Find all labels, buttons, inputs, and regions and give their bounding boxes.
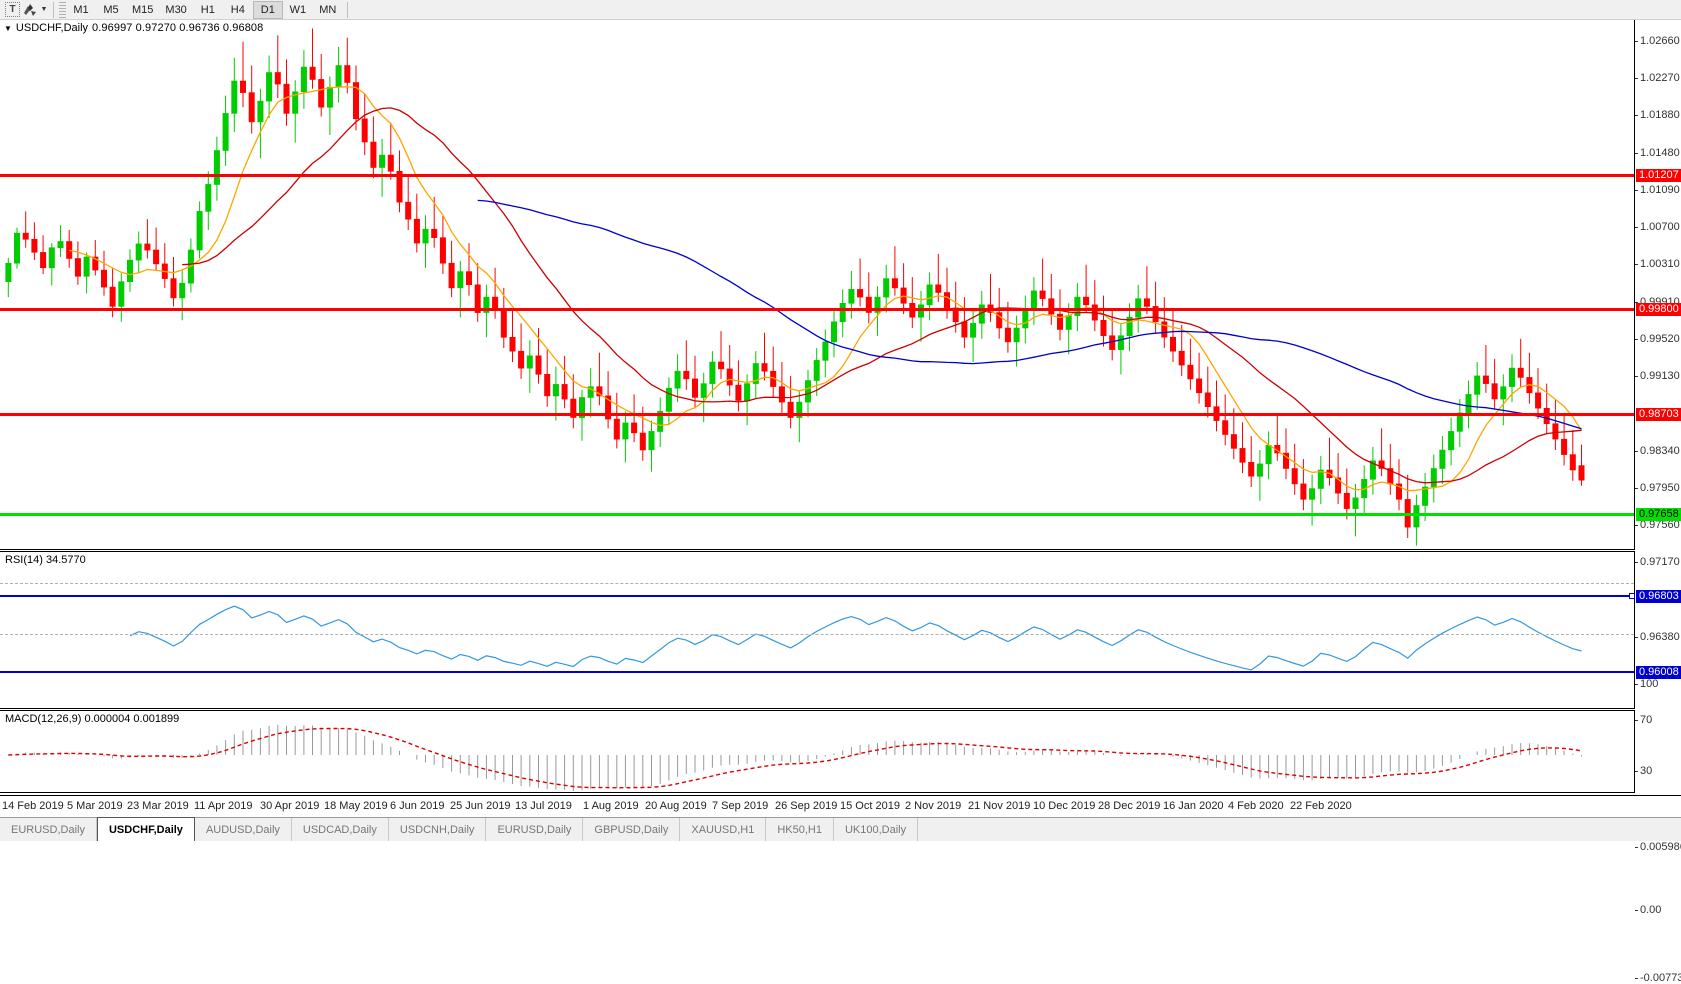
timeframe-m30[interactable]: M30 bbox=[165, 3, 187, 16]
timeframe-h1[interactable]: H1 bbox=[200, 3, 215, 16]
chart-frame: ▼ USDCHF,Daily 0.96997 0.97270 0.96736 0… bbox=[0, 20, 1681, 984]
macd-plot[interactable] bbox=[0, 711, 1634, 792]
timeframe-w1[interactable]: W1 bbox=[289, 3, 307, 16]
ohlc-values: 0.96997 0.97270 0.96736 0.96808 bbox=[92, 22, 264, 34]
chart-tab-6[interactable]: GBPUSD,Daily bbox=[583, 818, 681, 841]
macd-svg bbox=[8, 724, 1582, 791]
rsi-plot[interactable] bbox=[0, 552, 1634, 708]
level-drag-handle[interactable] bbox=[1629, 593, 1635, 599]
chart-tab-7[interactable]: XAUUSD,H1 bbox=[680, 818, 767, 841]
date-label: 2 Nov 2019 bbox=[905, 800, 962, 812]
support-level-blue-tag[interactable]: 0.96008 bbox=[1636, 666, 1681, 679]
timeframe-m5[interactable]: M5 bbox=[103, 3, 119, 16]
resistance-level-2-line[interactable] bbox=[0, 308, 1634, 311]
chart-tab-2[interactable]: AUDUSD,Daily bbox=[195, 818, 292, 841]
macd-label: MACD(12,26,9) 0.000004 0.001899 bbox=[5, 713, 180, 725]
chart-tab-5[interactable]: EURUSD,Daily bbox=[486, 818, 584, 841]
toolbar-separator-2 bbox=[346, 1, 348, 18]
rsi-axis-line bbox=[1634, 552, 1635, 708]
chart-tab-4[interactable]: USDCNH,Daily bbox=[389, 818, 487, 841]
timeframe-m1[interactable]: M1 bbox=[73, 3, 89, 16]
date-label: 11 Apr 2019 bbox=[194, 800, 253, 812]
date-label: 22 Feb 2020 bbox=[1290, 800, 1352, 812]
date-label: 21 Nov 2019 bbox=[968, 800, 1031, 812]
support-level-green-line[interactable] bbox=[0, 513, 1634, 516]
timeframe-m15[interactable]: M15 bbox=[132, 3, 154, 16]
caret-down-icon[interactable]: ▼ bbox=[4, 23, 12, 33]
date-label: 18 May 2019 bbox=[324, 800, 388, 812]
date-label: 30 Apr 2019 bbox=[260, 800, 320, 812]
date-label: 10 Dec 2019 bbox=[1033, 800, 1096, 812]
current-price-level-tag[interactable]: 0.96803 bbox=[1636, 590, 1681, 603]
chart-tab-bar: EURUSD,Daily USDCHF,Daily AUDUSD,Daily USDC… bbox=[0, 817, 1681, 841]
symbol-header: ▼ USDCHF,Daily 0.96997 0.97270 0.96736 0… bbox=[4, 22, 263, 34]
timeframe-h4[interactable]: H4 bbox=[230, 3, 245, 16]
chart-tab-0[interactable]: EURUSD,Daily bbox=[0, 818, 97, 841]
chart-tab-1[interactable]: USDCHF,Daily bbox=[96, 817, 195, 841]
macd-panel[interactable]: MACD(12,26,9) 0.000004 0.001899 bbox=[0, 710, 1681, 793]
text-tool-icon[interactable]: T bbox=[5, 2, 20, 17]
date-label: 7 Sep 2019 bbox=[712, 800, 769, 812]
rsi-guide-70 bbox=[0, 583, 1634, 584]
resistance-level-3-line[interactable] bbox=[0, 413, 1634, 416]
resistance-level-1-line[interactable] bbox=[0, 174, 1634, 177]
timeframe-mn[interactable]: MN bbox=[319, 3, 337, 16]
macd-axis-line bbox=[1634, 711, 1635, 792]
resistance-level-3-tag[interactable]: 0.98703 bbox=[1636, 408, 1681, 421]
timeframe-d1[interactable]: D1 bbox=[252, 0, 283, 19]
chart-tab-9[interactable]: UK100,Daily bbox=[834, 818, 919, 841]
main-toolbar: T ▼ M1 M5 M15 M30 H1 H4 D1 W1 MN bbox=[0, 0, 1681, 20]
rsi-panel[interactable]: RSI(14) 34.5770 bbox=[0, 551, 1681, 709]
rsi-svg bbox=[129, 605, 1582, 671]
date-label: 1 Aug 2019 bbox=[583, 800, 639, 812]
price-axis-line bbox=[1634, 20, 1635, 549]
chevron-down-icon[interactable]: ▼ bbox=[40, 6, 48, 13]
date-label: 6 Jun 2019 bbox=[390, 800, 445, 812]
symbol-label: USDCHF,Daily bbox=[15, 22, 89, 34]
date-label: 15 Oct 2019 bbox=[840, 800, 900, 812]
current-price-level-line[interactable] bbox=[0, 593, 1635, 599]
date-label: 5 Mar 2019 bbox=[67, 800, 123, 812]
date-label: 28 Dec 2019 bbox=[1098, 800, 1161, 812]
date-label: 25 Jun 2019 bbox=[450, 800, 511, 812]
toolbar-separator bbox=[53, 1, 54, 18]
resistance-level-1-tag[interactable]: 1.01207 bbox=[1636, 169, 1681, 182]
date-axis[interactable]: 14 Feb 2019 5 Mar 2019 23 Mar 2019 11 Apr 2… bbox=[0, 795, 1681, 817]
date-label: 26 Sep 2019 bbox=[775, 800, 838, 812]
rsi-label: RSI(14) 34.5770 bbox=[5, 554, 86, 566]
toolbar-grip[interactable] bbox=[59, 1, 66, 18]
date-label: 14 Feb 2019 bbox=[2, 800, 64, 812]
resistance-level-2-tag[interactable]: 0.99800 bbox=[1636, 303, 1681, 316]
drawing-tools-icon[interactable] bbox=[20, 1, 40, 19]
date-label: 4 Feb 2020 bbox=[1228, 800, 1284, 812]
chart-tab-8[interactable]: HK50,H1 bbox=[766, 818, 834, 841]
support-level-green-tag[interactable]: 0.97658 bbox=[1636, 508, 1681, 521]
candlestick-plot[interactable] bbox=[0, 20, 1634, 549]
date-label: 13 Jul 2019 bbox=[515, 800, 572, 812]
timeframe-group: M1 M5 M15 M30 H1 H4 D1 W1 MN bbox=[66, 0, 343, 19]
rsi-guide-30 bbox=[0, 634, 1634, 635]
chart-tab-3[interactable]: USDCAD,Daily bbox=[292, 818, 389, 841]
date-label: 20 Aug 2019 bbox=[645, 800, 707, 812]
support-level-blue-line[interactable] bbox=[0, 671, 1634, 673]
price-panel[interactable]: ▼ USDCHF,Daily 0.96997 0.97270 0.96736 0… bbox=[0, 20, 1681, 673]
date-label: 16 Jan 2020 bbox=[1163, 800, 1224, 812]
candlestick-svg bbox=[5, 28, 1585, 546]
price-axis-column[interactable]: 1.02660 1.02270 1.01880 1.01480 1.01090 1.007… bbox=[1635, 20, 1681, 984]
date-label: 23 Mar 2019 bbox=[127, 800, 189, 812]
